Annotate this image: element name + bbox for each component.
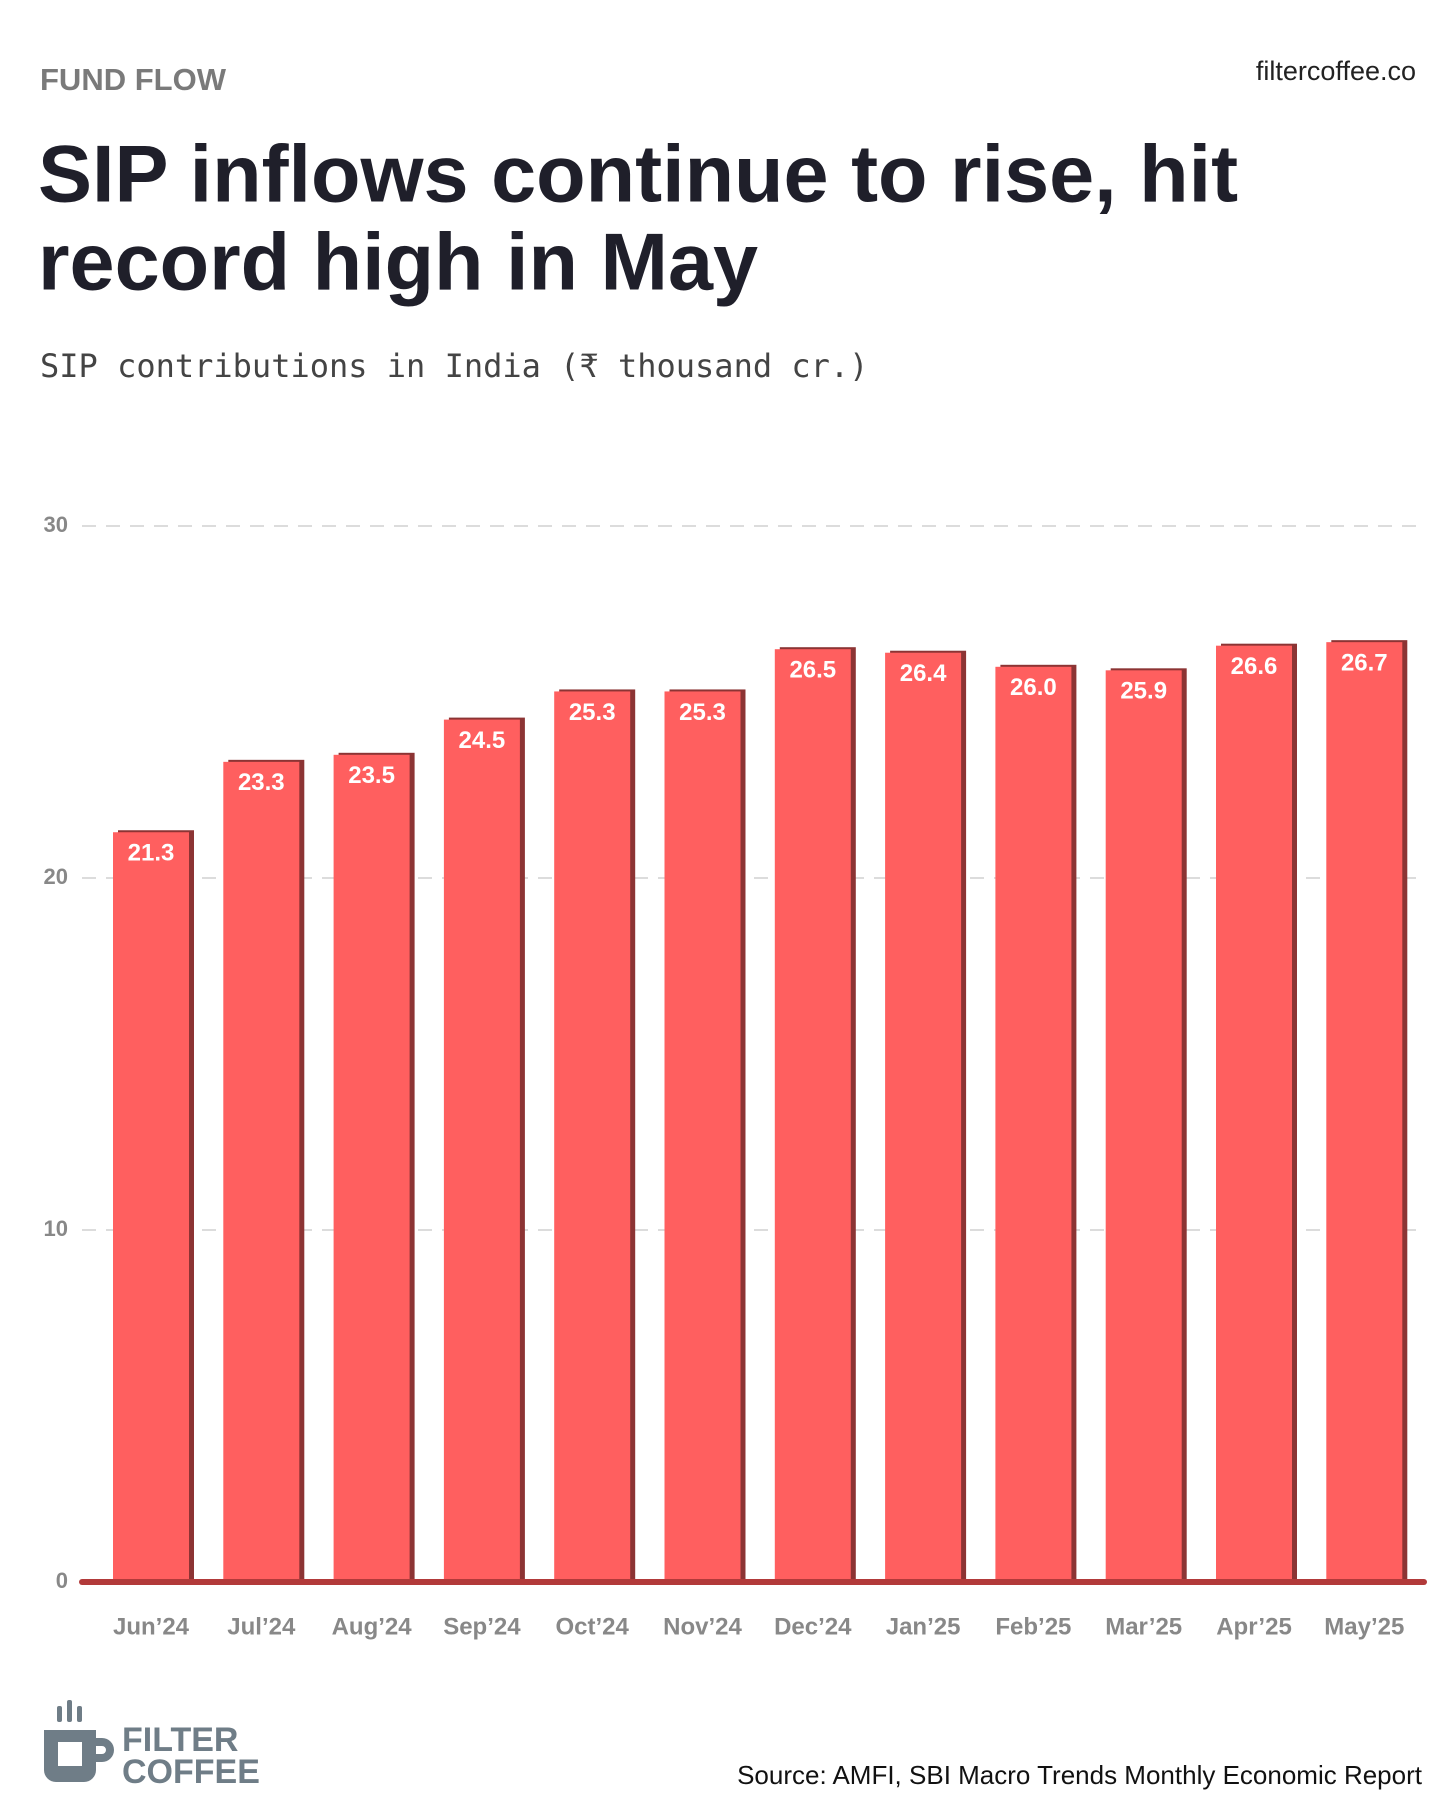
value-label: 26.0 <box>1010 674 1057 701</box>
value-label: 25.9 <box>1120 678 1167 705</box>
bar <box>223 761 300 1582</box>
bar <box>443 719 520 1582</box>
value-label: 23.3 <box>238 769 285 796</box>
site: filtercoffee.co <box>1256 56 1416 86</box>
bar <box>995 666 1072 1582</box>
bar <box>1326 642 1403 1582</box>
bar <box>885 652 962 1582</box>
value-label: 25.3 <box>569 699 616 726</box>
chart-title: record high in May <box>38 217 758 307</box>
source: Source: AMFI, SBI Macro Trends Monthly E… <box>737 1760 1423 1790</box>
bar <box>774 649 851 1582</box>
x-tick-label: Aug’24 <box>332 1613 413 1640</box>
x-tick-label: Sep’24 <box>443 1613 521 1640</box>
logo-icon <box>44 1700 114 1782</box>
x-tick-label: Apr’25 <box>1216 1613 1292 1640</box>
kicker: FUND FLOW <box>40 62 227 97</box>
bar <box>1105 670 1182 1582</box>
y-tick-label: 0 <box>56 1568 68 1593</box>
logo-text: FILTER <box>122 1721 238 1759</box>
logo: FILTER COFFEE <box>44 1700 260 1791</box>
logo-text: COFFEE <box>122 1753 260 1791</box>
x-tick-label: Oct’24 <box>556 1613 630 1640</box>
bar <box>333 754 410 1582</box>
value-label: 21.3 <box>128 840 175 867</box>
bar <box>113 832 189 1582</box>
chart-title: SIP inflows continue to rise, hit <box>38 129 1238 219</box>
bar <box>1216 645 1292 1582</box>
value-label: 26.5 <box>789 657 836 684</box>
value-label: 24.5 <box>459 727 506 754</box>
chart-subtitle: SIP contributions in India (₹ thousand c… <box>40 347 868 385</box>
value-label: 26.6 <box>1231 653 1278 680</box>
x-tick-label: Feb’25 <box>995 1613 1071 1640</box>
y-tick-label: 20 <box>44 864 68 889</box>
value-label: 23.5 <box>348 762 395 789</box>
x-tick-label: Dec’24 <box>774 1613 852 1640</box>
y-tick-label: 10 <box>44 1216 68 1241</box>
bar <box>554 691 631 1582</box>
value-label: 26.4 <box>900 660 947 687</box>
x-tick-label: Nov’24 <box>663 1613 742 1640</box>
y-tick-label: 30 <box>44 512 68 537</box>
bar <box>664 691 741 1582</box>
x-tick-label: May’25 <box>1324 1613 1404 1640</box>
x-tick-label: Mar’25 <box>1105 1613 1182 1640</box>
value-label: 26.7 <box>1341 650 1388 677</box>
x-tick-label: Jan’25 <box>886 1613 961 1640</box>
x-tick-label: Jun’24 <box>113 1613 190 1640</box>
x-tick-label: Jul’24 <box>227 1613 296 1640</box>
value-label: 25.3 <box>679 699 726 726</box>
